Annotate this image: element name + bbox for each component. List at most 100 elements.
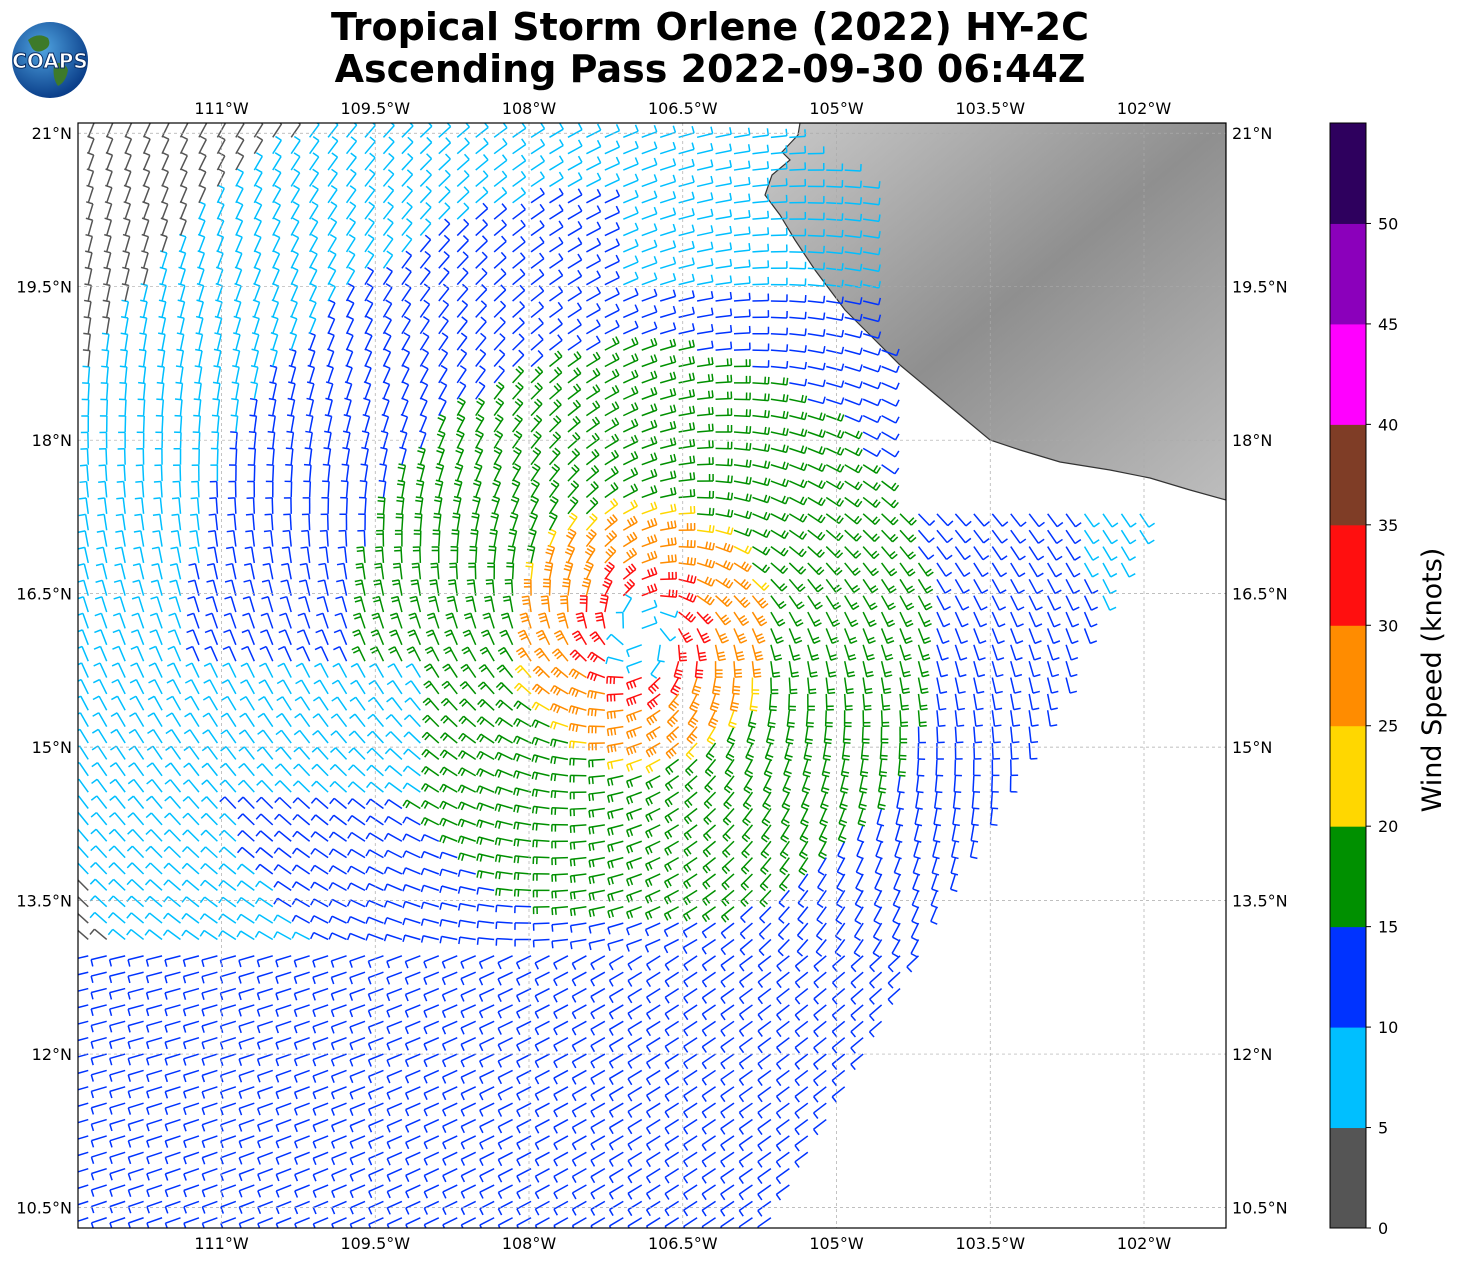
wind-barb xyxy=(275,1069,292,1083)
wind-barb xyxy=(608,1151,624,1167)
wind-barb xyxy=(404,1053,421,1068)
wind-barb xyxy=(78,971,89,976)
wind-barb xyxy=(108,878,126,891)
wind-barb xyxy=(478,987,495,1002)
wind-barb xyxy=(182,1053,200,1066)
wind-barb xyxy=(553,1053,569,1069)
wind-barb xyxy=(812,1118,827,1136)
wind-barb xyxy=(312,1151,329,1166)
wind-barb xyxy=(405,1118,421,1133)
wind-barb xyxy=(910,922,920,942)
wind-barb xyxy=(460,1167,477,1183)
wind-barb xyxy=(423,1102,440,1117)
wind-barb xyxy=(349,1036,366,1051)
wind-barb xyxy=(439,902,458,910)
wind-barb xyxy=(442,1102,458,1117)
wind-barb xyxy=(720,1069,735,1086)
lat-tick-right: 18°N xyxy=(1232,431,1272,450)
wind-barb xyxy=(757,1020,772,1037)
wind-barb xyxy=(590,987,606,1003)
wind-barb xyxy=(627,955,643,971)
wind-barb xyxy=(869,988,883,1005)
wind-barb xyxy=(383,883,403,892)
wind-barb xyxy=(569,922,587,933)
wind-barb xyxy=(701,1200,716,1217)
wind-barb xyxy=(627,1053,643,1069)
wind-barb xyxy=(664,1168,680,1184)
wind-barb xyxy=(590,1053,606,1069)
wind-barb xyxy=(442,1135,458,1150)
wind-barb xyxy=(328,932,347,941)
wind-barb xyxy=(627,1217,643,1228)
wind-barb xyxy=(256,955,273,968)
wind-barb xyxy=(831,1086,846,1103)
lon-tick-top: 109.5°W xyxy=(340,99,410,118)
wind-barb xyxy=(78,1184,89,1190)
wind-barb xyxy=(109,1102,126,1115)
wind-barb xyxy=(796,938,809,957)
lon-tick-bottom: 106.5°W xyxy=(648,1234,718,1253)
wind-barb xyxy=(164,1036,181,1050)
wind-barb xyxy=(627,971,643,987)
wind-barb xyxy=(441,1069,458,1084)
wind-barb xyxy=(497,1135,513,1150)
wind-barb xyxy=(439,918,458,927)
wind-barb xyxy=(553,1037,569,1052)
wind-barb xyxy=(164,1004,181,1017)
lon-tick-bottom: 109.5°W xyxy=(340,1234,410,1253)
wind-barb xyxy=(460,1184,477,1199)
wind-barb xyxy=(275,1020,292,1034)
wind-barb xyxy=(386,1167,403,1182)
wind-barb xyxy=(275,1151,292,1165)
wind-barb xyxy=(127,1217,144,1228)
wind-barb xyxy=(238,1200,255,1214)
wind-barb xyxy=(777,922,790,941)
lat-tick-left: 12°N xyxy=(32,1045,72,1064)
wind-barb xyxy=(478,1004,495,1019)
lon-tick-bottom: 108°W xyxy=(502,1234,557,1253)
wind-barb xyxy=(145,1020,163,1033)
wind-barb xyxy=(349,1167,366,1182)
wind-barb xyxy=(775,1184,790,1201)
wind-barb xyxy=(553,1135,569,1151)
wind-barb xyxy=(182,955,200,967)
wind-barb xyxy=(275,1004,292,1017)
wind-barb xyxy=(794,1102,809,1119)
wind-barb xyxy=(738,1004,753,1021)
wind-barb xyxy=(738,1184,753,1201)
wind-barb xyxy=(144,879,163,891)
wind-barb xyxy=(291,914,311,924)
wind-barb xyxy=(627,1102,643,1118)
wind-barb xyxy=(90,1036,107,1049)
wind-barb xyxy=(273,880,292,891)
wind-barb xyxy=(330,1086,347,1100)
wind-barb xyxy=(441,1020,458,1035)
wind-barb xyxy=(812,1102,827,1119)
wind-barb xyxy=(78,955,89,960)
colorbar-bin xyxy=(1330,323,1366,425)
wind-barb xyxy=(238,1020,255,1034)
wind-barb xyxy=(588,938,606,951)
wind-barb xyxy=(664,1151,680,1168)
wind-barb xyxy=(367,987,384,1001)
wind-barb xyxy=(310,881,329,892)
wind-barb xyxy=(108,987,126,1000)
wind-barb xyxy=(906,955,920,973)
wind-barb xyxy=(720,971,735,988)
wind-barb xyxy=(479,1118,495,1134)
wind-barb xyxy=(479,1151,495,1167)
wind-barb xyxy=(757,1151,772,1168)
wind-barb xyxy=(90,987,107,1000)
wind-barb xyxy=(238,1184,255,1198)
wind-barb xyxy=(627,1118,643,1135)
wind-barb xyxy=(553,1217,569,1228)
wind-barb xyxy=(293,1020,310,1034)
wind-barb xyxy=(365,899,384,908)
wind-barb xyxy=(460,1069,477,1084)
wind-barb xyxy=(146,1167,163,1181)
wind-barb xyxy=(738,1086,753,1103)
wind-barb xyxy=(312,1036,329,1050)
wind-barb xyxy=(460,1053,477,1068)
wind-barb xyxy=(664,1037,680,1053)
wind-barb xyxy=(145,1004,163,1017)
